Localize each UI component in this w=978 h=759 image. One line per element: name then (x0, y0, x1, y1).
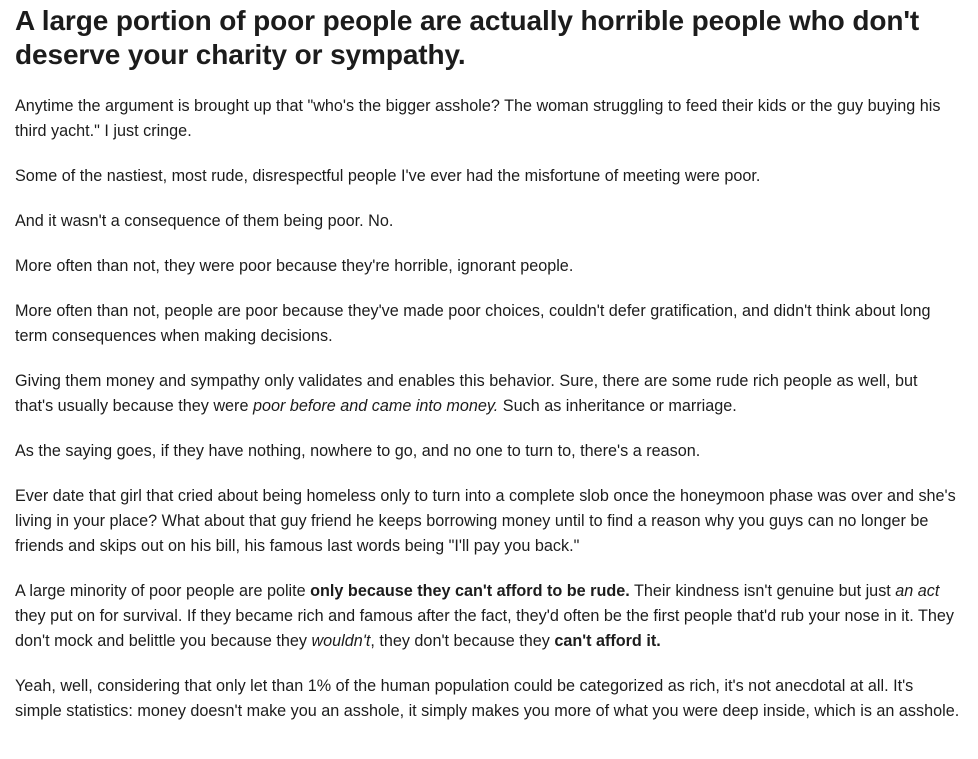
paragraph-6-text-b: Such as inheritance or marriage. (498, 397, 737, 415)
paragraph-3: And it wasn't a consequence of them bein… (15, 212, 394, 230)
paragraph-8: Ever date that girl that cried about bei… (15, 487, 956, 555)
paragraph-7: As the saying goes, if they have nothing… (15, 442, 701, 460)
paragraph-9-text-d: , they don't because they (370, 632, 555, 650)
paragraph-9-strong-1: only because they can't afford to be rud… (310, 582, 630, 600)
paragraph-9-strong-2: can't afford it. (554, 632, 661, 650)
paragraph-5: More often than not, people are poor bec… (15, 302, 931, 345)
paragraph-9-text-b: Their kindness isn't genuine but just (629, 582, 896, 600)
post: A large portion of poor people are actua… (15, 0, 960, 744)
paragraph-9-emphasis-1: an act (895, 582, 940, 600)
paragraph-6-emphasis: poor before and came into money. (252, 397, 499, 415)
paragraph-10: Yeah, well, considering that only let th… (15, 677, 960, 720)
paragraph-6-text-a: Giving them money and sympathy only vali… (15, 372, 918, 415)
paragraph-9: A large minority of poor people are poli… (15, 579, 960, 654)
paragraph-6: Giving them money and sympathy only vali… (15, 369, 960, 419)
paragraph-2: Some of the nastiest, most rude, disresp… (15, 167, 761, 185)
post-title: A large portion of poor people are actua… (15, 5, 920, 70)
paragraph-4: More often than not, they were poor beca… (15, 257, 574, 275)
paragraph-1: Anytime the argument is brought up that … (15, 97, 941, 140)
post-body: Anytime the argument is brought up that … (15, 94, 960, 724)
paragraph-9-text-c: they put on for survival. If they became… (15, 607, 954, 650)
paragraph-9-emphasis-2: wouldn't (311, 632, 371, 650)
paragraph-9-text-a: A large minority of poor people are poli… (15, 582, 311, 600)
